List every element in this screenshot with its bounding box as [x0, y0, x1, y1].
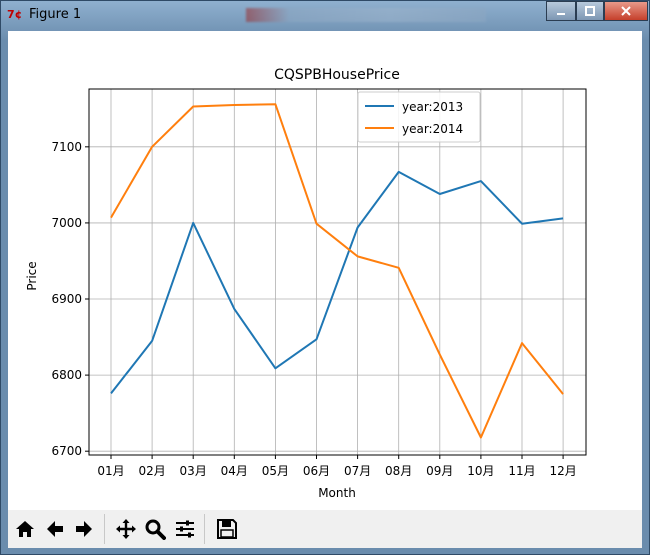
line-chart: 01月 02月 03月 04月 05月 06月 07月 08月 09月 10月 11月 12月 6700… [25, 67, 587, 500]
forward-arrow-icon [76, 521, 92, 537]
series-lines [110, 103, 564, 439]
matplotlib-app-icon: 7¢ [7, 8, 23, 21]
y-tick-label: 6900 [51, 292, 82, 306]
x-tick-label: 04月 [221, 464, 248, 478]
minimize-button[interactable] [546, 1, 576, 21]
close-button[interactable] [604, 1, 648, 21]
grid [89, 89, 586, 455]
blurred-title-overlay [246, 8, 486, 22]
pan-icon [116, 519, 136, 539]
legend: year:2013 year:2014 [357, 91, 481, 143]
x-tick-label: 07月 [344, 464, 371, 478]
legend-label-2014: year:2014 [402, 122, 463, 136]
legend-label-2013: year:2013 [402, 100, 463, 114]
navigation-toolbar [8, 510, 642, 548]
zoom-icon [145, 519, 166, 540]
subplots-icon [176, 520, 194, 538]
x-tick-label: 05月 [262, 464, 289, 478]
legend-box [357, 91, 481, 143]
x-tick-label: 03月 [180, 464, 207, 478]
title-bar[interactable]: 7¢ Figure 1 [1, 1, 649, 29]
x-axis-label: Month [318, 486, 356, 500]
axes-frame [88, 88, 587, 456]
series-line-year-2014 [110, 103, 564, 439]
x-tick-label: 10月 [467, 464, 494, 478]
back-button[interactable] [42, 516, 68, 542]
chart-title: CQSPBHousePrice [274, 67, 400, 83]
minimize-icon [557, 13, 565, 15]
figure-canvas: 01月 02月 03月 04月 05月 06月 07月 08月 09月 10月 11月 12月 6700… [8, 31, 642, 548]
axis-ticks: 01月 02月 03月 04月 05月 06月 07月 08月 09月 10月 11月 12月 6700… [51, 140, 576, 478]
maximize-button[interactable] [576, 1, 604, 21]
x-tick-label: 12月 [549, 464, 576, 478]
x-tick-label: 08月 [385, 464, 412, 478]
x-tick-label: 11月 [508, 464, 535, 478]
y-tick-label: 7000 [51, 216, 82, 230]
maximize-icon [585, 6, 595, 16]
back-arrow-icon [47, 521, 63, 537]
home-icon [16, 521, 34, 537]
save-button[interactable] [214, 516, 240, 542]
toolbar-separator [204, 514, 205, 544]
x-tick-label: 01月 [97, 464, 124, 478]
y-tick-label: 6700 [51, 444, 82, 458]
x-tick-label: 09月 [426, 464, 453, 478]
series-line-year-2013 [110, 170, 564, 395]
save-icon [217, 519, 237, 539]
toolbar-separator [104, 514, 105, 544]
close-icon [621, 6, 631, 16]
y-tick-label: 7100 [51, 140, 82, 154]
y-axis-label: Price [25, 261, 39, 290]
y-tick-label: 6800 [51, 368, 82, 382]
subplots-button[interactable] [172, 516, 198, 542]
x-tick-label: 06月 [303, 464, 330, 478]
pan-button[interactable] [113, 516, 139, 542]
forward-button[interactable] [71, 516, 97, 542]
window-title: Figure 1 [29, 7, 82, 22]
zoom-button[interactable] [142, 516, 168, 542]
home-button[interactable] [12, 516, 38, 542]
x-tick-label: 02月 [138, 464, 165, 478]
